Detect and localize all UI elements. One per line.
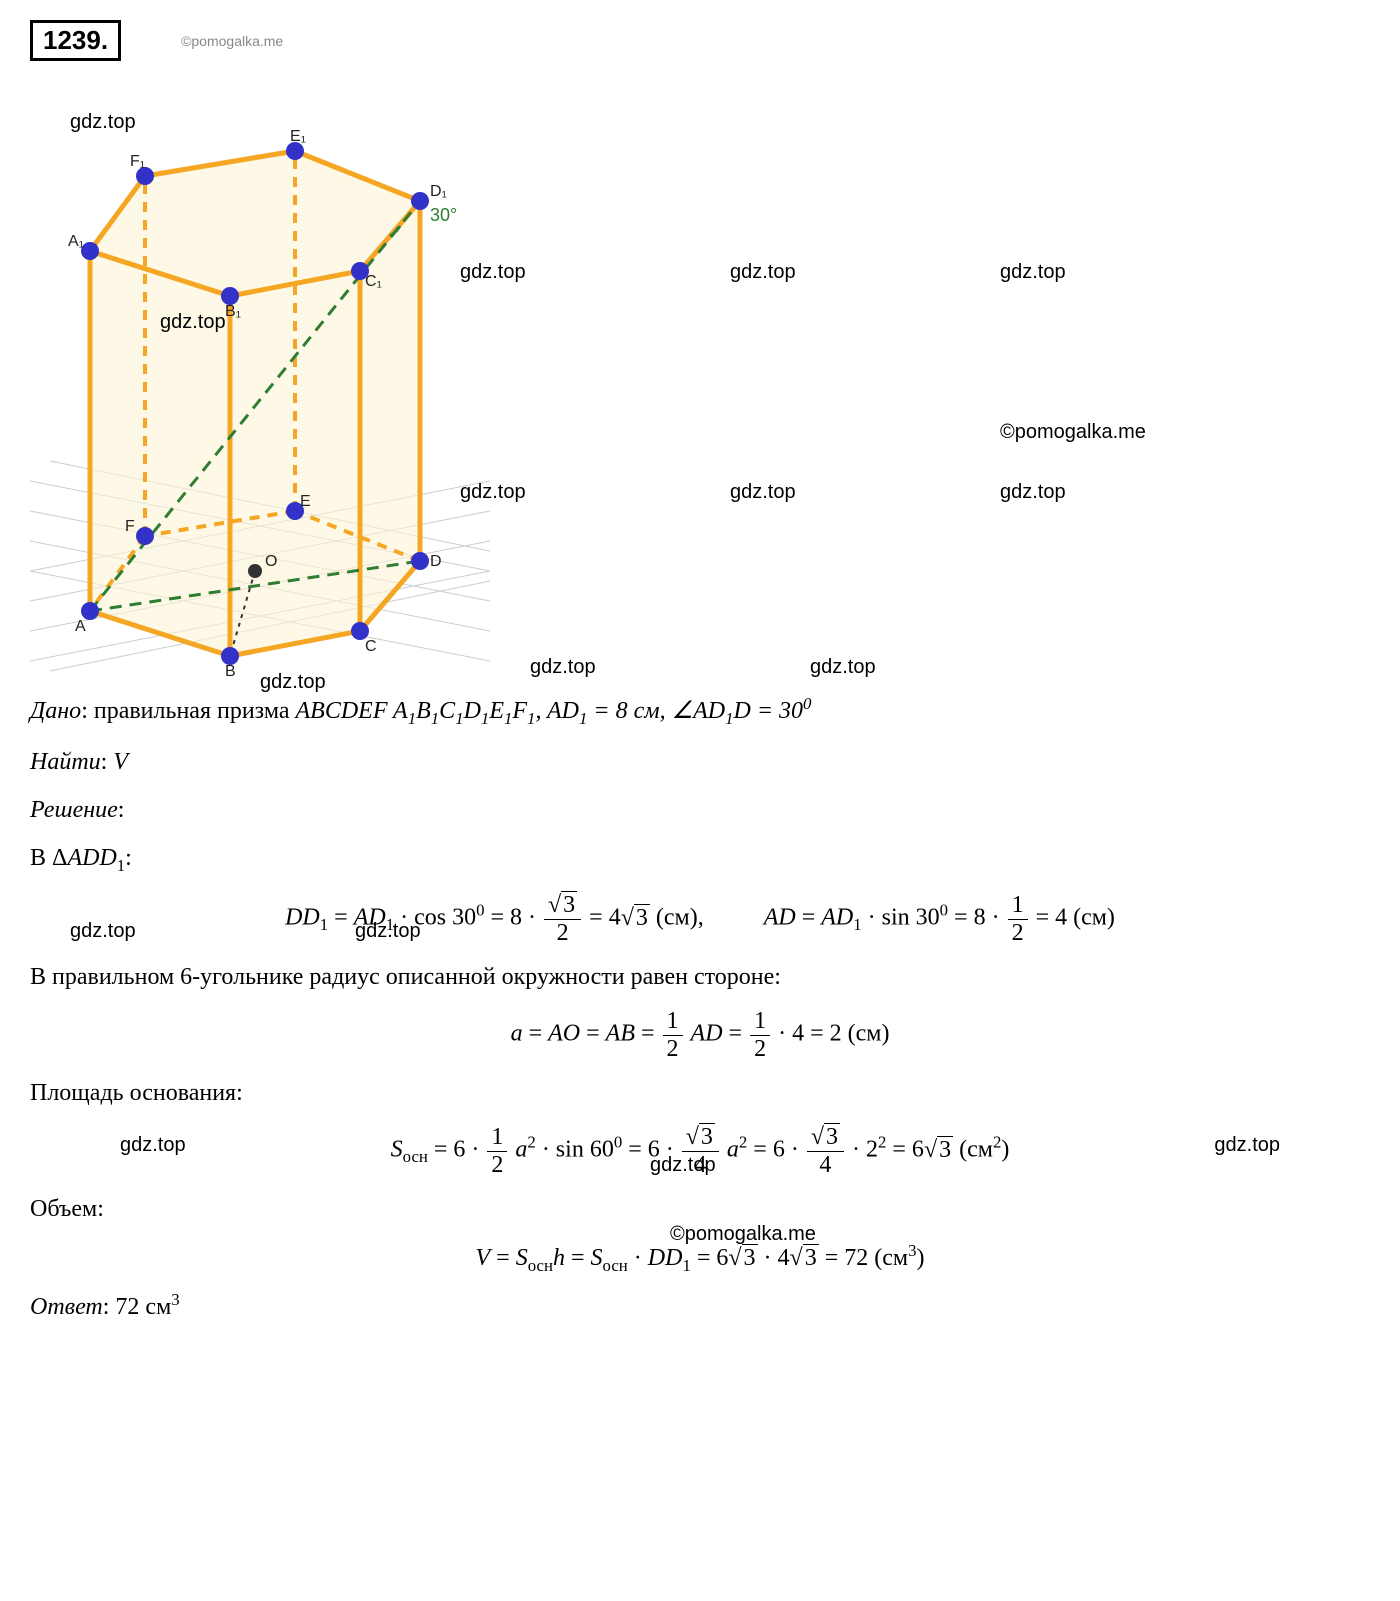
find-label: Найти	[30, 749, 101, 775]
n: 1	[750, 1008, 770, 1035]
wm: gdz.top	[530, 656, 596, 679]
d: 2	[663, 1036, 683, 1062]
equation-4: ©pomogalka.me V = Sоснh = Sосн · DD1 = 6…	[30, 1241, 1370, 1276]
wm: gdz.top	[1000, 261, 1066, 284]
solution-colon: :	[118, 797, 125, 823]
frac-den: 2	[544, 920, 581, 946]
wm: gdz.top	[810, 656, 876, 679]
step3: Площадь основания:	[30, 1074, 1370, 1112]
wm: gdz.top	[730, 261, 796, 284]
given-label: Дано	[30, 698, 81, 724]
answer-line: Ответ: 72 см3	[30, 1287, 1370, 1326]
frac-den: 2	[1008, 920, 1028, 946]
equation-2: a = AO = AB = 12 AD = 12 · 4 = 2 (см)	[30, 1008, 1370, 1062]
step1: В ΔADD1:	[30, 839, 1370, 880]
step4: Объем:	[30, 1190, 1370, 1228]
given-line: Дано: правильная призма ABCDEF A1B1C1D1E…	[30, 691, 1370, 733]
problem-number: 1239.	[30, 20, 121, 61]
d: 4	[807, 1152, 844, 1178]
equation-3: Sосн = 6 · 12 a2 · sin 600 = 6 · 34 a2 =…	[30, 1124, 1370, 1178]
answer-value: : 72 см3	[103, 1294, 180, 1320]
wm: gdz.top	[1000, 481, 1066, 504]
eq1-right: AD = AD1 · sin 300 = 8 · 12 = 4 (см)	[764, 892, 1115, 946]
wm: gdz.top	[460, 481, 526, 504]
copyright-mid: ©pomogalka.me	[1000, 421, 1146, 444]
given-prism: ABCDEF A1B1C1D1E1F1, AD1 = 8 см, ∠AD1D =…	[296, 698, 812, 724]
wm: gdz.top	[160, 311, 226, 334]
copyright-top: ©pomogalka.me	[181, 33, 283, 49]
frac-num: 1	[1008, 892, 1028, 919]
equation-1: DD1 = AD1 · cos 300 = 8 · 32 = 43 (см), …	[30, 892, 1370, 946]
wm: gdz.top	[460, 261, 526, 284]
d: 4	[682, 1152, 719, 1178]
eq1-left: DD1 = AD1 · cos 300 = 8 · 32 = 43 (см),	[285, 892, 704, 946]
header-row: 1239. ©pomogalka.me	[30, 20, 1370, 61]
diagram-container: 30° ABC DEF O A₁B₁C₁ D₁E₁F₁ gdz.top gdz.…	[30, 61, 1370, 681]
n: 1	[663, 1008, 683, 1035]
d: 2	[487, 1152, 507, 1178]
n: 1	[487, 1124, 507, 1151]
find-value: : V	[101, 749, 128, 775]
find-line: Найти: V	[30, 743, 1370, 781]
watermark-layer: gdz.top gdz.top gdz.top gdz.top gdz.top …	[30, 61, 1370, 681]
wm: gdz.top	[120, 1134, 186, 1157]
wm: gdz.top	[1214, 1134, 1280, 1157]
wm: gdz.top	[70, 111, 136, 134]
given-text: : правильная призма	[81, 698, 295, 724]
solution-label: Решение	[30, 797, 118, 823]
wm: gdz.top	[730, 481, 796, 504]
solution-label-line: Решение:	[30, 791, 1370, 829]
d: 2	[750, 1036, 770, 1062]
answer-label: Ответ	[30, 1294, 103, 1320]
step2: В правильном 6-угольнике радиус описанно…	[30, 958, 1370, 996]
